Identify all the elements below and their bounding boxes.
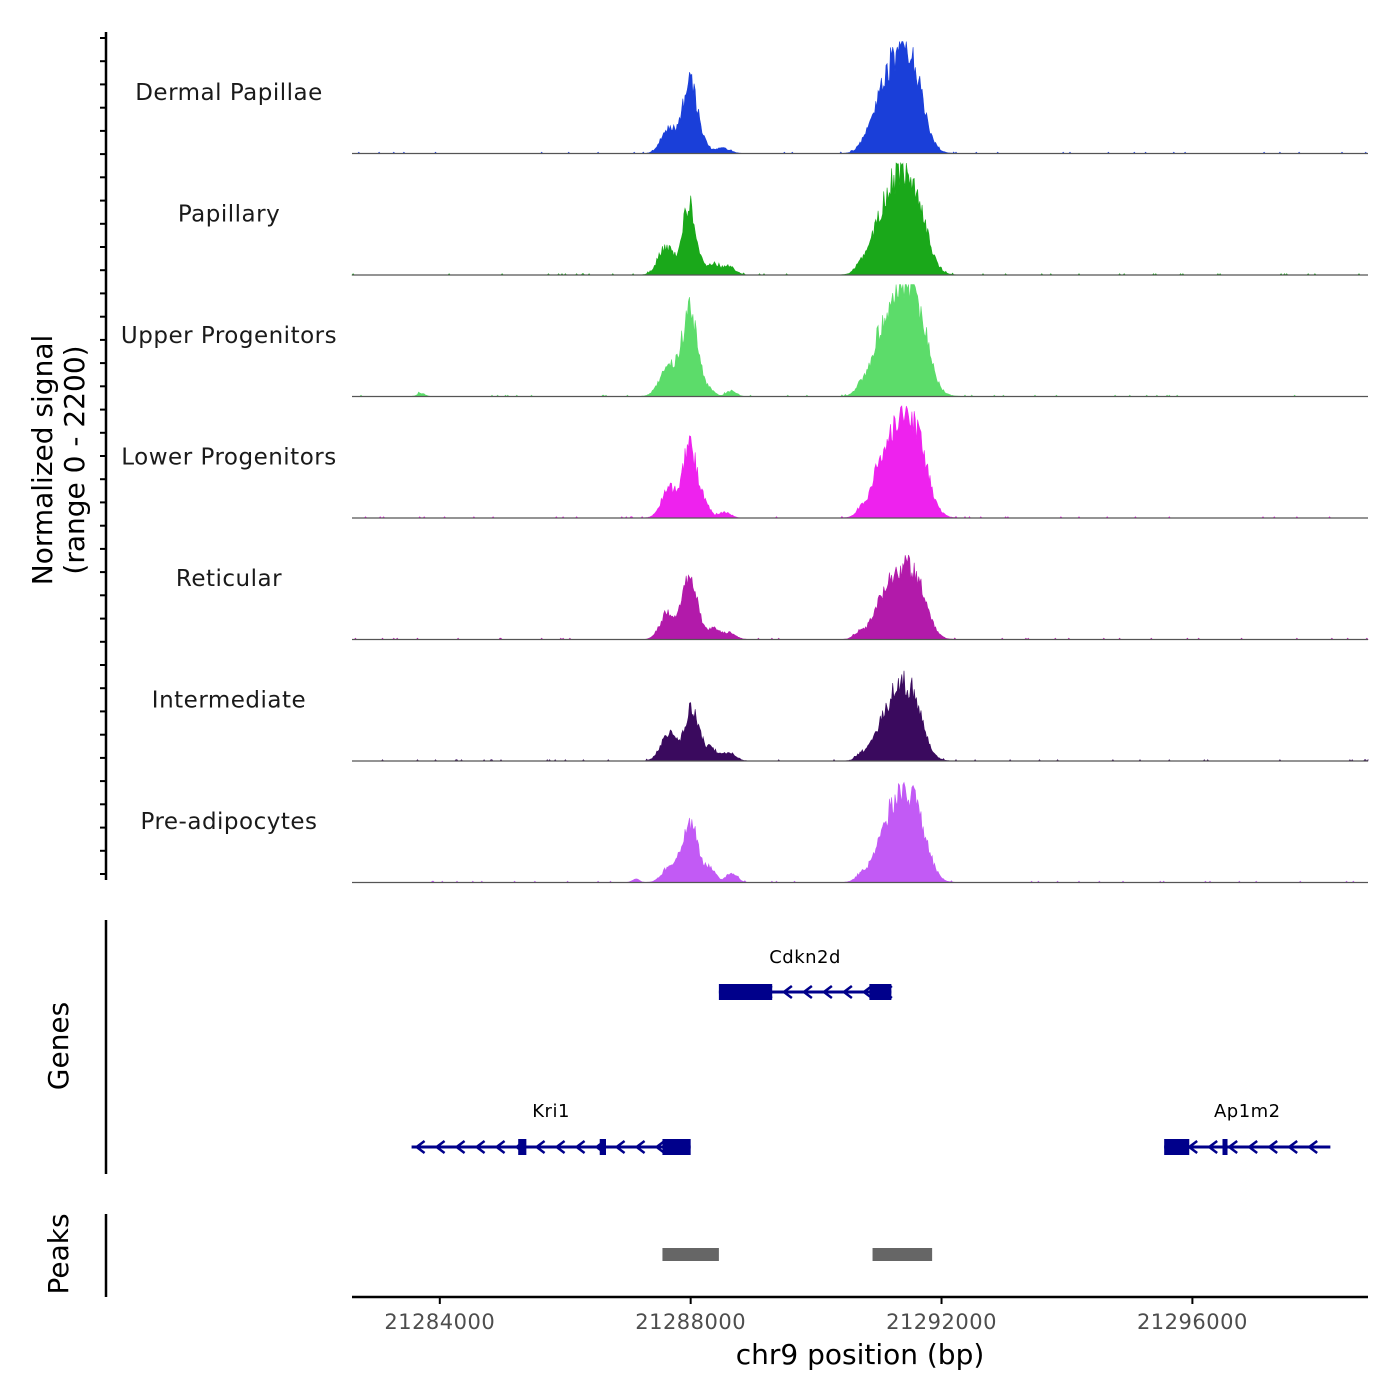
gene-ap1m2: Ap1m2 [1164, 1101, 1331, 1155]
gene-exon [1164, 1139, 1190, 1155]
signal-track-intermediate: Intermediate [152, 670, 1369, 762]
signal-track-reticular: Reticular [176, 554, 1369, 641]
strand-arrow [574, 1140, 586, 1154]
peak-region [872, 1248, 933, 1261]
signal-area [352, 554, 1369, 640]
strand-arrow [781, 985, 793, 999]
x-axis-label: chr9 position (bp) [736, 1338, 985, 1371]
signal-track-pre-adipocytes: Pre-adipocytes [140, 781, 1368, 884]
track-label: Papillary [178, 202, 280, 228]
strand-arrow [434, 1140, 446, 1154]
signal-track-upper-progenitors: Upper Progenitors [121, 284, 1368, 398]
strand-arrow [841, 985, 853, 999]
signal-area [352, 284, 1368, 397]
strand-arrow [1247, 1140, 1258, 1154]
x-tick-label: 21288000 [635, 1310, 746, 1334]
signal-area [352, 405, 1368, 519]
gene-exon [718, 984, 773, 1000]
y-axis-label-line1: Normalized signal [26, 335, 59, 586]
signal-area [351, 161, 1368, 276]
strand-arrow [821, 985, 833, 999]
gene-name-label: Cdkn2d [769, 947, 841, 968]
strand-arrow [614, 1140, 626, 1154]
x-tick-label: 21284000 [384, 1310, 495, 1334]
strand-arrow [474, 1140, 486, 1154]
track-label: Dermal Papillae [135, 80, 323, 106]
genes-panel-label: Genes [42, 1002, 75, 1090]
track-label: Reticular [176, 566, 282, 592]
strand-arrow [1287, 1140, 1298, 1154]
strand-arrow [1227, 1140, 1238, 1154]
x-tick-label: 21296000 [1137, 1310, 1248, 1334]
strand-arrow [634, 1140, 646, 1154]
track-label: Pre-adipocytes [140, 809, 317, 835]
strand-arrow [494, 1140, 506, 1154]
signal-track-papillary: Papillary [178, 161, 1368, 276]
gene-exon [869, 984, 892, 1000]
signal-area [352, 781, 1368, 883]
track-label: Lower Progenitors [121, 445, 336, 471]
track-label: Intermediate [152, 688, 306, 714]
gene-exon [1222, 1139, 1228, 1155]
track-label: Upper Progenitors [121, 323, 337, 349]
strand-arrow [654, 1140, 666, 1154]
strand-arrow [1267, 1140, 1278, 1154]
peaks-panel-label: Peaks [42, 1213, 75, 1294]
strand-arrow [801, 985, 813, 999]
strand-arrow [534, 1140, 546, 1154]
gene-kri1: Kri1 [411, 1101, 691, 1155]
strand-arrow [1307, 1140, 1318, 1154]
strand-arrow [554, 1140, 566, 1154]
gene-cdkn2d: Cdkn2d [718, 947, 893, 1000]
y-axis-label-line2: (range 0 - 2200) [58, 345, 91, 574]
gene-name-label: Ap1m2 [1214, 1101, 1281, 1122]
strand-arrow [861, 985, 873, 999]
gene-exon [662, 1139, 691, 1155]
gene-exon [599, 1139, 606, 1155]
signal-track-lower-progenitors: Lower Progenitors [121, 405, 1368, 519]
signal-area [352, 670, 1369, 762]
strand-arrow [414, 1140, 426, 1154]
gene-name-label: Kri1 [532, 1101, 570, 1122]
strand-arrow [1207, 1140, 1218, 1154]
x-tick-label: 21292000 [886, 1310, 997, 1334]
signal-track-dermal-papillae: Dermal Papillae [135, 41, 1368, 155]
signal-area [352, 41, 1368, 154]
gene-exon [518, 1139, 527, 1155]
peak-region [662, 1248, 719, 1261]
strand-arrow [454, 1140, 466, 1154]
